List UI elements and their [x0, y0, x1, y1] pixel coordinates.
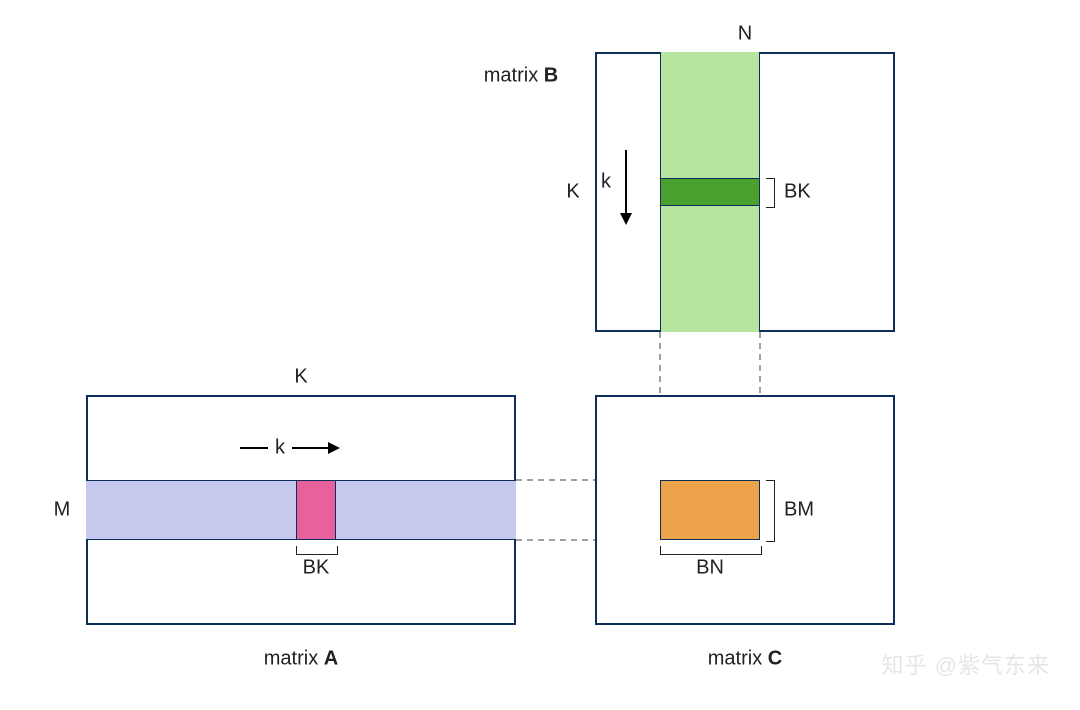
matrix-a-title-bold: A — [324, 648, 338, 670]
watermark: 知乎 @紫气东来 — [882, 648, 1050, 680]
matrix-c-block — [660, 480, 760, 540]
matrix-a-title-prefix: matrix — [264, 648, 324, 670]
matrix-b-bk-label: BK — [784, 181, 811, 204]
matrix-c-title: matrix C — [708, 648, 782, 671]
matrix-a-bk-label: BK — [303, 557, 330, 580]
matrix-b-k-label: k — [601, 170, 611, 193]
matrix-c-bn-bracket — [660, 546, 762, 555]
matrix-b-bk-bracket — [766, 178, 775, 208]
diagram-stage: NKmatrix BBKkKMmatrix ABKkmatrix CBMBN知乎… — [0, 0, 1080, 710]
matrix-b-left-label: K — [566, 181, 579, 204]
matrix-a-top-label: K — [294, 366, 307, 389]
matrix-c-bn-label: BN — [696, 557, 724, 580]
matrix-b-title: matrix B — [484, 65, 558, 88]
matrix-a-k-arrow-tail — [240, 447, 268, 449]
matrix-c-title-bold: C — [768, 648, 782, 670]
matrix-a-bk-bracket — [296, 546, 338, 555]
matrix-a-k-arrow-head — [328, 442, 340, 454]
matrix-b-title-prefix: matrix — [484, 65, 544, 87]
matrix-a-block — [296, 480, 336, 540]
matrix-b-k-arrow-head — [620, 213, 632, 225]
matrix-b-title-bold: B — [544, 65, 558, 87]
matrix-c-bm-bracket — [766, 480, 775, 542]
matrix-b-top-label: N — [738, 23, 752, 46]
matrix-a-title: matrix A — [264, 648, 338, 671]
matrix-c-bm-label: BM — [784, 499, 814, 522]
matrix-a-k-arrow-line — [292, 447, 330, 449]
matrix-b-block — [660, 178, 760, 206]
matrix-b-k-arrow-line — [625, 150, 627, 215]
matrix-a-left-label: M — [54, 499, 71, 522]
matrix-a-k-label: k — [275, 437, 285, 460]
matrix-c-title-prefix: matrix — [708, 648, 768, 670]
